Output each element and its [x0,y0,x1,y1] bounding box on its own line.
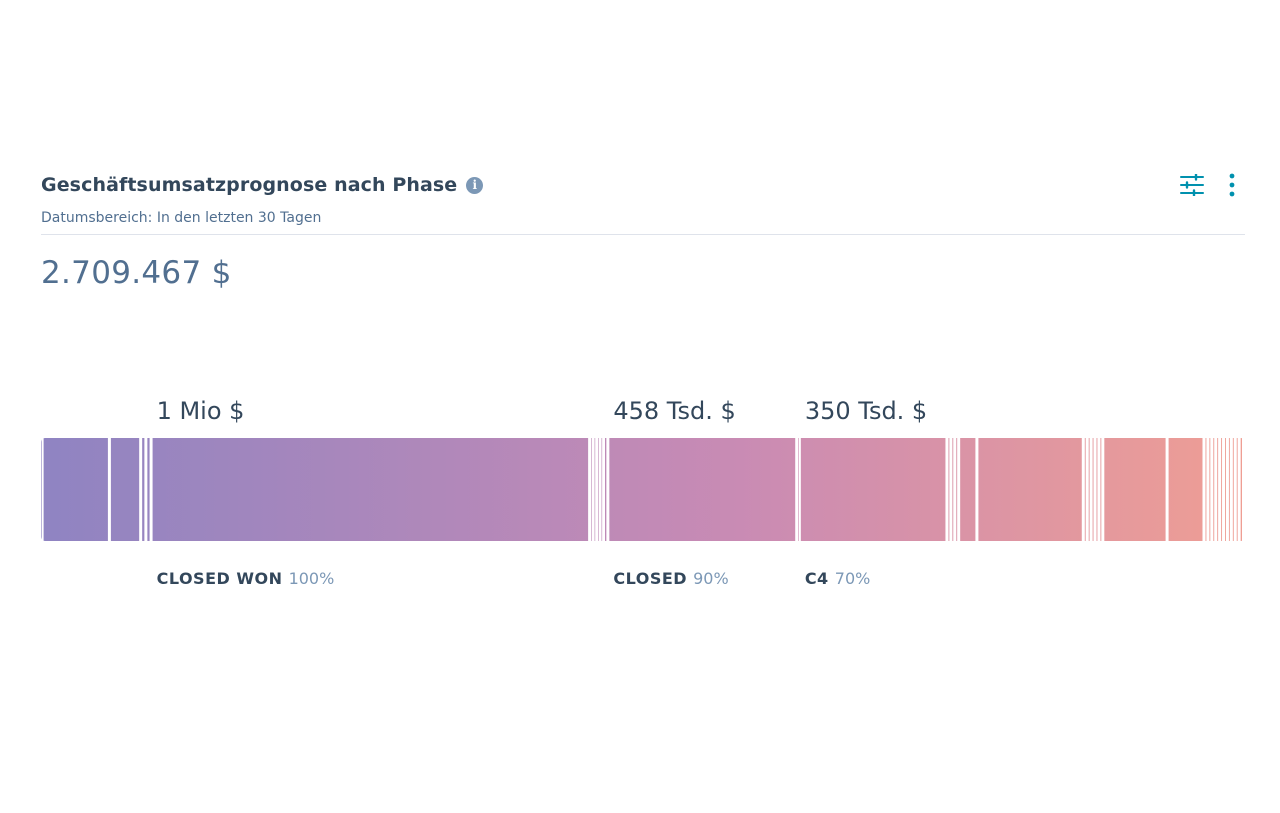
deal-segment[interactable] [1225,438,1226,541]
stage-name: CLOSED [613,569,693,588]
segment-stage-label: C4 70% [805,569,871,588]
segment-value-label: 458 Tsd. $ [613,397,735,425]
card-toolbar [1179,171,1245,199]
deal-segment[interactable] [1205,438,1207,541]
deal-segment[interactable] [952,438,954,541]
deal-segment[interactable] [1217,438,1219,541]
deal-segment[interactable] [1096,438,1098,541]
segment-value-label: 1 Mio $ [157,397,245,425]
deal-segment[interactable] [609,438,796,541]
deal-segment[interactable] [948,438,950,541]
deal-segment[interactable] [152,438,589,541]
deal-segment[interactable] [1232,438,1234,541]
deal-segment[interactable] [798,438,799,541]
filter-button[interactable] [1179,171,1205,199]
deal-segment[interactable] [1209,438,1211,541]
deal-segment[interactable] [1100,438,1102,541]
segment-value-label: 350 Tsd. $ [805,397,927,425]
deal-segment[interactable] [1221,438,1223,541]
deal-segment[interactable] [41,438,42,541]
deal-segment[interactable] [1084,438,1086,541]
deal-segment[interactable] [1088,438,1090,541]
forecast-card: Geschäftsumsatzprognose nach Phase i Dat… [41,0,1245,813]
segment-stage-label: CLOSED 90% [613,569,728,588]
more-vertical-icon [1229,173,1235,197]
deal-segment[interactable] [960,438,976,541]
deal-segment[interactable] [598,438,599,541]
more-options-button[interactable] [1219,171,1245,199]
deal-segment[interactable] [43,438,108,541]
info-icon[interactable]: i [466,176,484,194]
deal-segment[interactable] [1240,438,1242,541]
chart-svg: 1 Mio $ CLOSED WON 100% 458 Tsd. $ CLOSED 9… [41,397,1242,588]
stage-probability: 90% [693,569,729,588]
deal-segment[interactable] [147,438,150,541]
deal-segment[interactable] [110,438,140,541]
header-divider [41,234,1245,235]
stage-name: CLOSED WON [157,569,289,588]
deal-segment[interactable] [1213,438,1215,541]
deal-segment[interactable] [1092,438,1094,541]
stage-probability: 100% [289,569,335,588]
deal-segment[interactable] [594,438,596,541]
sliders-icon [1180,174,1204,196]
deal-segment[interactable] [142,438,145,541]
deal-segment[interactable] [978,438,1082,541]
total-forecast-value: 2.709.467 $ [41,255,232,291]
deal-segment[interactable] [1104,438,1166,541]
deal-segment[interactable] [956,438,958,541]
deal-segment[interactable] [1168,438,1203,541]
date-range-subtitle: Datumsbereich: In den letzten 30 Tagen [41,210,322,226]
deal-segment[interactable] [591,438,592,541]
deal-segment[interactable] [605,438,607,541]
deal-segment[interactable] [1236,438,1238,541]
stage-probability: 70% [835,569,871,588]
title-row: Geschäftsumsatzprognose nach Phase i [41,174,484,196]
stacked-bar-chart: 1 Mio $ CLOSED WON 100% 458 Tsd. $ CLOSED 9… [41,380,1245,620]
card-title: Geschäftsumsatzprognose nach Phase [41,174,458,196]
segment-stage-label: CLOSED WON 100% [157,569,335,588]
deal-segment[interactable] [1228,438,1230,541]
deal-segment[interactable] [800,438,946,541]
deal-segment[interactable] [601,438,603,541]
stage-name: C4 [805,569,835,588]
